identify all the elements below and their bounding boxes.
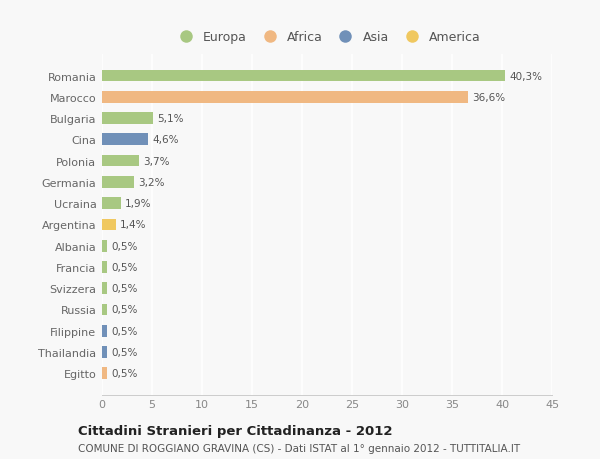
- Bar: [102, 262, 107, 273]
- Text: 0,5%: 0,5%: [111, 326, 137, 336]
- Text: 3,2%: 3,2%: [138, 178, 164, 187]
- Bar: [102, 347, 107, 358]
- Text: 4,6%: 4,6%: [152, 135, 179, 145]
- Text: 36,6%: 36,6%: [472, 93, 505, 102]
- Bar: [102, 304, 107, 316]
- Text: 0,5%: 0,5%: [111, 305, 137, 315]
- Text: 0,5%: 0,5%: [111, 263, 137, 272]
- Text: 1,4%: 1,4%: [120, 220, 146, 230]
- Bar: [102, 283, 107, 294]
- Text: 0,5%: 0,5%: [111, 369, 137, 379]
- Bar: [102, 92, 468, 103]
- Bar: [102, 198, 121, 209]
- Bar: [102, 241, 107, 252]
- Text: 40,3%: 40,3%: [509, 71, 542, 81]
- Legend: Europa, Africa, Asia, America: Europa, Africa, Asia, America: [169, 28, 485, 48]
- Bar: [102, 325, 107, 337]
- Text: Cittadini Stranieri per Cittadinanza - 2012: Cittadini Stranieri per Cittadinanza - 2…: [78, 424, 392, 437]
- Text: 0,5%: 0,5%: [111, 347, 137, 357]
- Text: 1,9%: 1,9%: [125, 199, 151, 209]
- Text: 5,1%: 5,1%: [157, 114, 184, 124]
- Bar: [102, 177, 134, 188]
- Bar: [102, 71, 505, 82]
- Bar: [102, 219, 116, 231]
- Text: 0,5%: 0,5%: [111, 241, 137, 251]
- Text: 0,5%: 0,5%: [111, 284, 137, 294]
- Text: 3,7%: 3,7%: [143, 156, 170, 166]
- Bar: [102, 368, 107, 379]
- Bar: [102, 156, 139, 167]
- Text: COMUNE DI ROGGIANO GRAVINA (CS) - Dati ISTAT al 1° gennaio 2012 - TUTTITALIA.IT: COMUNE DI ROGGIANO GRAVINA (CS) - Dati I…: [78, 443, 520, 453]
- Bar: [102, 113, 153, 125]
- Bar: [102, 134, 148, 146]
